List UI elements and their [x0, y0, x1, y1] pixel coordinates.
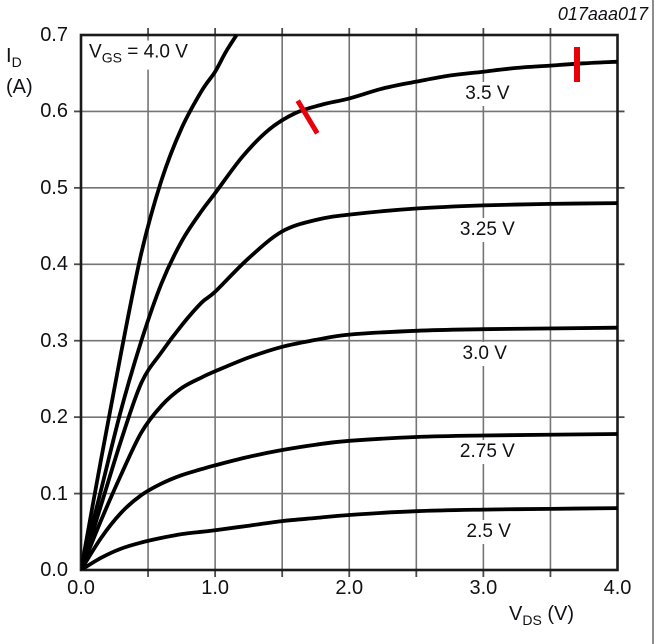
id-vds-curve [81, 59, 618, 570]
x-axis-label: VDS (V) [509, 603, 574, 628]
y-axis-symbol-subscript: D [11, 54, 22, 70]
x-axis-symbol: V [509, 603, 523, 625]
id-vds-curve [81, 201, 618, 570]
y-tick-label: 0.3 [40, 329, 68, 352]
page-border-line [652, 0, 654, 644]
red-bar-marker [573, 47, 580, 83]
y-tick-label: 0.6 [40, 100, 68, 123]
chart-canvas [74, 28, 625, 577]
y-tick-label: 0.0 [40, 559, 68, 581]
x-axis-unit: (V) [547, 603, 575, 625]
curve-label: 3.25 V [455, 217, 519, 242]
y-tick-label: 0.7 [40, 24, 68, 46]
x-axis-symbol-subscript: DS [522, 612, 542, 628]
y-tick-label: 0.2 [40, 406, 68, 429]
x-tick-label: 2.0 [335, 577, 364, 599]
x-tick-label: 1.0 [201, 577, 230, 599]
curve-label: VGS = 4.0 V [85, 40, 192, 70]
y-axis-unit: (A) [6, 76, 33, 98]
y-tick-label: 0.4 [40, 253, 68, 276]
id-vds-curve [81, 432, 618, 570]
id-vds-curve [81, 33, 239, 570]
id-vds-curve [81, 325, 618, 570]
x-tick-label: 3.0 [469, 577, 498, 599]
plot-frame [79, 33, 619, 572]
figure-id: 017aaa017 [557, 4, 648, 24]
y-tick-label: 0.1 [40, 482, 68, 505]
curve-label: 3.0 V [458, 341, 511, 366]
y-tick-label: 0.5 [40, 176, 68, 199]
y-axis-label: ID (A) [6, 44, 33, 100]
y-axis-symbol: I [6, 45, 12, 67]
curve-label: 2.75 V [455, 440, 519, 465]
x-tick-label: 4.0 [603, 577, 632, 599]
curve-label: 2.5 V [462, 519, 515, 544]
x-tick-label: 0.0 [67, 577, 95, 599]
id-vds-curve [81, 506, 618, 570]
curve-label: 3.5 V [461, 81, 514, 106]
